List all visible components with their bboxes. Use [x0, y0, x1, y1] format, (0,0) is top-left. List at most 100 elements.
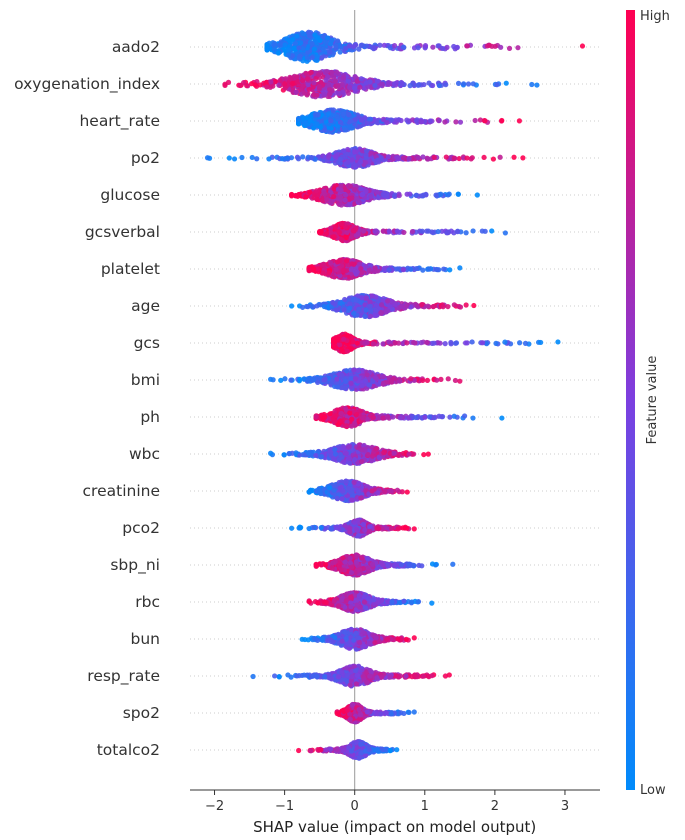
- shap-point: [471, 302, 477, 309]
- shap-point: [290, 36, 296, 43]
- shap-point: [419, 228, 425, 234]
- shap-point: [237, 82, 243, 89]
- shap-point: [317, 229, 323, 235]
- shap-point: [426, 266, 432, 272]
- shap-point: [331, 74, 337, 80]
- shap-point: [355, 154, 361, 160]
- shap-point: [272, 78, 278, 85]
- shap-point: [334, 69, 340, 75]
- feature-label: pco2: [122, 519, 160, 537]
- shap-point: [464, 43, 470, 49]
- shap-point: [394, 228, 400, 234]
- shap-point: [318, 55, 325, 61]
- shap-point: [391, 43, 398, 49]
- shap-point: [361, 228, 367, 234]
- shap-point: [410, 339, 417, 346]
- shap-point: [445, 303, 451, 310]
- shap-point: [346, 43, 353, 49]
- shap-point: [304, 76, 311, 82]
- shap-point: [331, 193, 337, 200]
- shap-point: [516, 118, 523, 124]
- shap-point: [266, 156, 272, 162]
- shap-point: [451, 155, 457, 161]
- shap-point: [351, 186, 358, 193]
- shap-point: [264, 79, 270, 85]
- shap-point: [353, 233, 359, 239]
- shap-point: [416, 82, 422, 88]
- shap-point: [457, 119, 464, 125]
- shap-point: [325, 73, 331, 80]
- shap-point: [305, 82, 311, 88]
- shap-point: [364, 43, 370, 49]
- shap-point: [374, 189, 380, 195]
- shap-point: [469, 339, 475, 345]
- shap-point: [311, 195, 317, 201]
- shap-point: [322, 191, 328, 197]
- shap-point: [330, 299, 336, 306]
- shap-point: [479, 340, 486, 346]
- shap-point: [308, 69, 314, 76]
- shap-point: [482, 118, 488, 124]
- shap-point: [312, 32, 318, 38]
- shap-point: [310, 84, 316, 90]
- shap-point: [418, 340, 424, 346]
- shap-point: [339, 221, 345, 227]
- shap-point: [421, 81, 427, 88]
- shap-point: [345, 90, 352, 96]
- shap-point: [354, 195, 360, 202]
- shap-point: [298, 40, 304, 46]
- shap-point: [386, 80, 392, 86]
- shap-point: [327, 86, 333, 92]
- shap-point: [358, 186, 364, 192]
- shap-point: [499, 117, 505, 124]
- shap-point: [336, 91, 343, 97]
- shap-point: [400, 44, 407, 50]
- shap-point: [461, 81, 467, 87]
- shap-point: [283, 76, 289, 82]
- shap-point: [502, 230, 508, 236]
- shap-point: [418, 193, 425, 199]
- feature-label: gcs: [134, 334, 160, 352]
- shap-point: [349, 195, 355, 201]
- shap-point: [517, 340, 523, 346]
- shap-point: [282, 81, 288, 87]
- shap-point: [331, 343, 337, 349]
- shap-point: [424, 377, 431, 383]
- shap-point: [307, 117, 313, 124]
- shap-point: [341, 336, 347, 342]
- shap-point: [406, 156, 412, 162]
- shap-point: [472, 117, 478, 124]
- shap-point: [288, 75, 294, 81]
- shap-point: [335, 38, 341, 44]
- shap-point: [427, 118, 433, 124]
- shap-point: [381, 193, 388, 199]
- shap-point: [457, 265, 463, 271]
- shap-point: [409, 228, 416, 235]
- feature-gridlines: [190, 46, 600, 751]
- shap-point: [386, 228, 392, 234]
- shap-point: [321, 91, 327, 97]
- shap-point: [300, 82, 306, 88]
- shap-point: [470, 81, 476, 87]
- shap-point: [311, 46, 317, 52]
- shap-point: [385, 298, 391, 304]
- shap-point: [285, 52, 291, 58]
- shap-point: [303, 71, 309, 77]
- feature-label: aado2: [112, 38, 160, 56]
- shap-point: [400, 155, 407, 161]
- shap-point: [371, 341, 377, 347]
- shap-point: [304, 54, 310, 61]
- shap-point: [419, 302, 425, 308]
- shap-point: [489, 228, 495, 234]
- shap-point: [316, 72, 322, 78]
- shap-point: [359, 295, 365, 301]
- shap-point: [321, 261, 327, 268]
- shap-point: [314, 54, 320, 60]
- shap-point: [268, 79, 274, 85]
- shap-point: [411, 45, 418, 51]
- shap-point: [249, 154, 255, 161]
- shap-point: [295, 156, 302, 162]
- shap-point: [522, 340, 529, 346]
- shap-point: [454, 229, 461, 235]
- shap-point: [386, 267, 392, 273]
